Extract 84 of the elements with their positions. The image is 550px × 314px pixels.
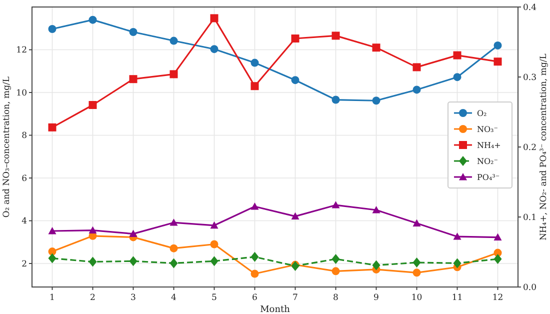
- x-tick-label: 8: [333, 293, 338, 303]
- x-tick-label: 12: [492, 293, 504, 303]
- point: [372, 206, 380, 214]
- point: [291, 76, 300, 84]
- x-tick-label: 2: [90, 293, 96, 303]
- point: [332, 254, 340, 264]
- point: [129, 230, 138, 237]
- point: [48, 123, 56, 132]
- point: [250, 270, 259, 278]
- point: [250, 202, 259, 210]
- x-tick-label: 4: [171, 293, 176, 303]
- legend-label: NH₄+: [477, 141, 501, 150]
- point: [412, 268, 421, 277]
- point: [48, 227, 56, 234]
- y2-tick-label: 0.2: [523, 143, 537, 153]
- point: [332, 201, 340, 208]
- x-tick-label: 9: [374, 293, 379, 303]
- x-tick-label: 6: [252, 293, 258, 303]
- point: [453, 258, 462, 268]
- point: [412, 219, 421, 226]
- legend-label: O₂: [477, 109, 487, 118]
- point: [372, 96, 380, 105]
- y-tick-label: 12: [16, 46, 27, 56]
- point: [210, 14, 218, 22]
- y2-tick-label: 0.4: [523, 3, 537, 13]
- point: [210, 45, 218, 54]
- point: [210, 240, 218, 248]
- point: [129, 28, 138, 36]
- point: [412, 86, 421, 94]
- point: [291, 212, 300, 220]
- point: [129, 256, 138, 266]
- point: [453, 73, 462, 82]
- point: [372, 260, 380, 270]
- y-tick-label: 6: [22, 174, 27, 184]
- x-tick-label: 5: [212, 293, 217, 303]
- point: [48, 248, 56, 256]
- x-axis-title: Month: [260, 305, 290, 314]
- point: [88, 256, 97, 267]
- x-tick-label: 7: [292, 293, 298, 303]
- point: [210, 256, 218, 266]
- x-tick-label: 11: [452, 293, 463, 303]
- point: [170, 258, 178, 268]
- y2-tick-label: 0.3: [523, 73, 537, 83]
- point: [170, 70, 178, 78]
- x-tick-label: 10: [411, 293, 422, 303]
- point: [494, 41, 502, 50]
- y2-tick-label: 0.1: [523, 213, 537, 223]
- y-axis-title: O₂ and NO₃–concentration, mg/L: [2, 76, 12, 218]
- x-tick-label: 3: [130, 293, 136, 303]
- point: [332, 32, 340, 40]
- point: [88, 226, 97, 234]
- point: [332, 267, 340, 276]
- x-tick-label: 1: [50, 293, 55, 303]
- y-tick-label: 2: [22, 259, 27, 270]
- point: [494, 58, 502, 66]
- y2-tick-label: 0.0: [523, 283, 537, 293]
- point: [88, 101, 97, 109]
- legend-label: NO₃⁻: [477, 125, 498, 134]
- point: [453, 51, 462, 60]
- y2-axis-title: NH₄+, NO₂- and PO₄³⁻ concentration, mg/L: [539, 53, 549, 240]
- point: [412, 63, 421, 72]
- point: [291, 34, 300, 42]
- point: [332, 96, 340, 104]
- y-tick-label: 4: [22, 216, 27, 227]
- legend-label: NO₂⁻: [477, 157, 498, 166]
- point: [250, 58, 259, 67]
- point: [170, 244, 178, 252]
- y-tick-label: 10: [16, 88, 27, 98]
- y-tick-label: 8: [22, 131, 27, 142]
- point: [170, 36, 178, 45]
- point: [88, 16, 97, 24]
- point: [170, 218, 178, 226]
- point: [250, 252, 259, 262]
- point: [372, 44, 380, 52]
- legend-label: PO₄³⁻: [477, 173, 500, 182]
- point: [250, 82, 259, 90]
- point: [453, 232, 462, 240]
- point: [210, 221, 218, 229]
- point: [494, 233, 502, 240]
- point: [48, 253, 56, 264]
- point: [48, 25, 56, 34]
- point: [129, 75, 138, 84]
- point: [494, 254, 502, 264]
- point: [412, 258, 421, 268]
